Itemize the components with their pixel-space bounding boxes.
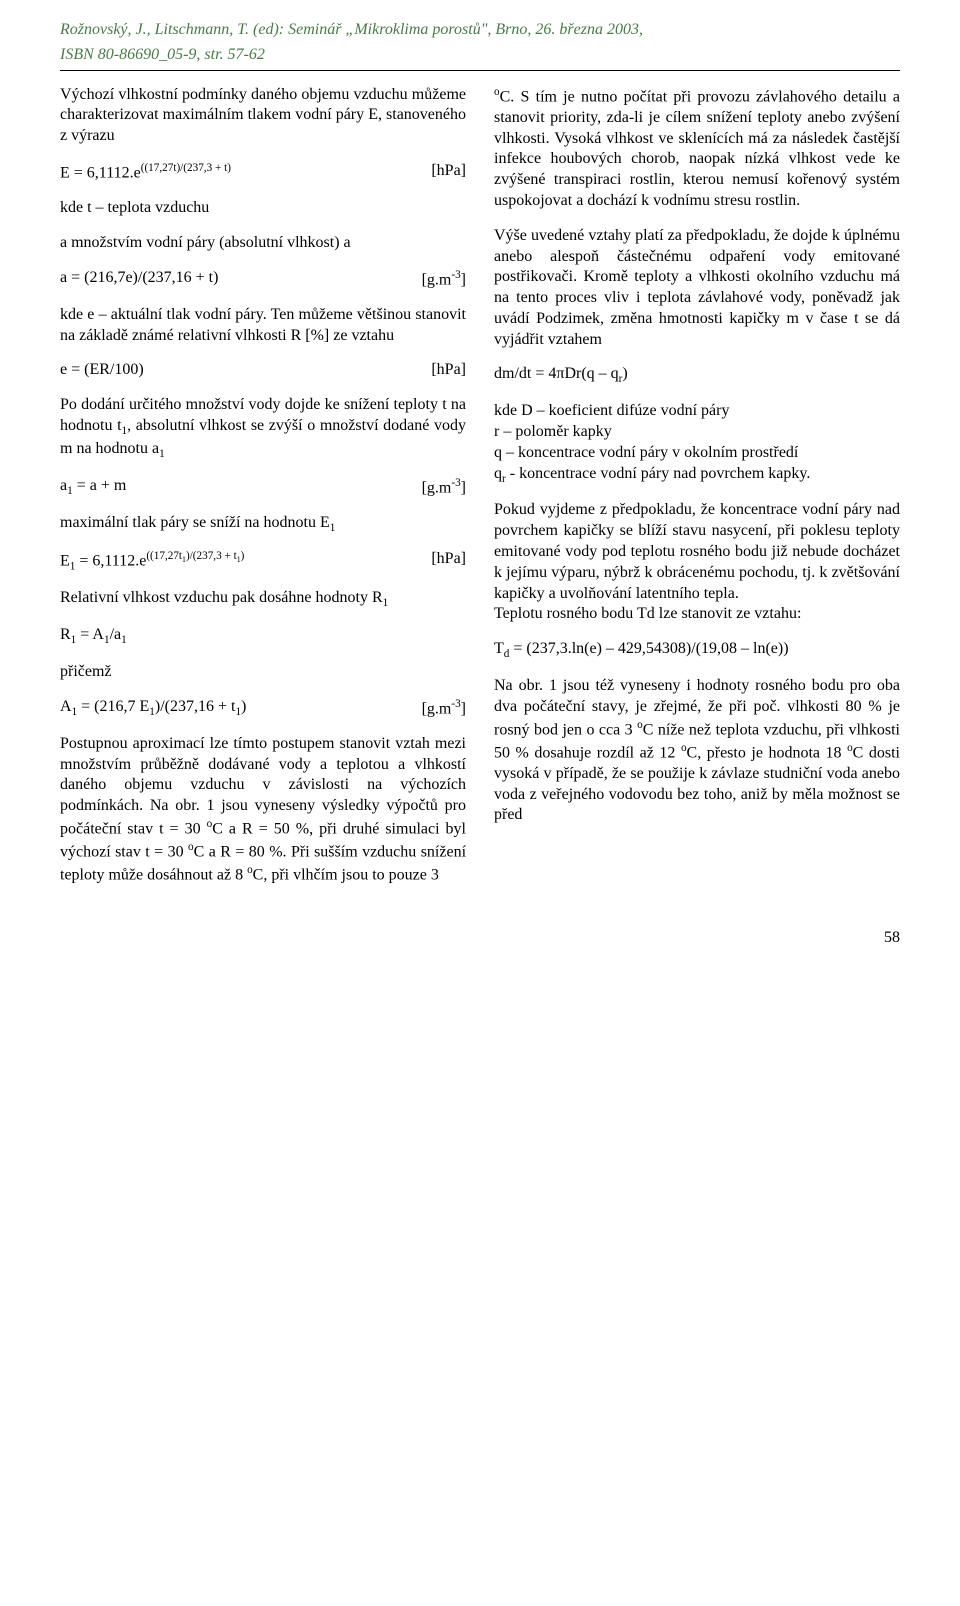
paragraph: Na obr. 1 jsou též vyneseny i hodnoty ro… [494,676,900,826]
equation-line: Td = (237,3.ln(e) – 429,54308)/(19,08 – … [494,639,900,662]
equation-line: e = (ER/100) [hPa] [60,360,466,381]
paragraph: Postupnou aproximací lze tímto postupem … [60,734,466,887]
paragraph: q – koncentrace vodní páry v okolním pro… [494,443,900,464]
paragraph: r – poloměr kapky [494,422,900,443]
equation-unit: [hPa] [431,161,466,184]
paragraph: Výše uvedené vztahy platí za předpokladu… [494,226,900,351]
page-number: 58 [60,928,900,949]
equation-unit: [hPa] [431,549,466,574]
equation-unit: [hPa] [431,360,466,381]
header-ref-line-2: ISBN 80-86690_05-9, str. 57-62 [60,45,900,66]
paragraph: kde t – teplota vzduchu [60,198,466,219]
equation-line: a = (216,7e)/(237,16 + t) [g.m-3] [60,268,466,291]
paragraph: Výchozí vlhkostní podmínky daného objemu… [60,85,466,147]
equation-left: a1 = a + m [60,476,126,499]
paragraph: maximální tlak páry se sníží na hodnotu … [60,513,466,536]
equation-line: A1 = (216,7 E1)/(237,16 + t1) [g.m-3] [60,697,466,720]
left-column: Výchozí vlhkostní podmínky daného objemu… [60,85,466,901]
equation-left: A1 = (216,7 E1)/(237,16 + t1) [60,697,246,720]
equation-left: E1 = 6,1112.e((17,27t1)/(237,3 + t1) [60,549,244,574]
paragraph: kde D – koeficient difúze vodní páry [494,401,900,422]
equation-line: dm/dt = 4πDr(q – qr) [494,364,900,387]
paragraph: a množstvím vodní páry (absolutní vlhkos… [60,233,466,254]
header-separator [60,70,900,71]
equation-line: E1 = 6,1112.e((17,27t1)/(237,3 + t1) [hP… [60,549,466,574]
page-container: Rožnovský, J., Litschmann, T. (ed): Semi… [60,20,900,949]
equation-line: a1 = a + m [g.m-3] [60,476,466,499]
equation-unit: [g.m-3] [422,697,466,720]
equation-left: a = (216,7e)/(237,16 + t) [60,268,218,291]
paragraph: Teplotu rosného bodu Td lze stanovit ze … [494,604,900,625]
equation-line: E = 6,1112.e((17,27t)/(237,3 + t) [hPa] [60,161,466,184]
equation-left: E = 6,1112.e((17,27t)/(237,3 + t) [60,161,231,184]
paragraph: qr - koncentrace vodní páry nad povrchem… [494,464,900,487]
equation-left: e = (ER/100) [60,360,144,381]
paragraph: přičemž [60,662,466,683]
paragraph: Relativní vlhkost vzduchu pak dosáhne ho… [60,588,466,611]
columns-wrapper: Výchozí vlhkostní podmínky daného objemu… [60,85,900,901]
paragraph: Pokud vyjdeme z předpokladu, že koncentr… [494,500,900,604]
paragraph: R1 = A1/a1 [60,625,466,648]
paragraph: kde e – aktuální tlak vodní páry. Ten mů… [60,305,466,347]
equation-unit: [g.m-3] [422,476,466,499]
header-ref-line-1: Rožnovský, J., Litschmann, T. (ed): Semi… [60,20,900,41]
paragraph: Po dodání určitého množství vody dojde k… [60,395,466,461]
right-column: oC. S tím je nutno počítat při provozu z… [494,85,900,901]
paragraph: oC. S tím je nutno počítat při provozu z… [494,85,900,212]
equation-unit: [g.m-3] [422,268,466,291]
